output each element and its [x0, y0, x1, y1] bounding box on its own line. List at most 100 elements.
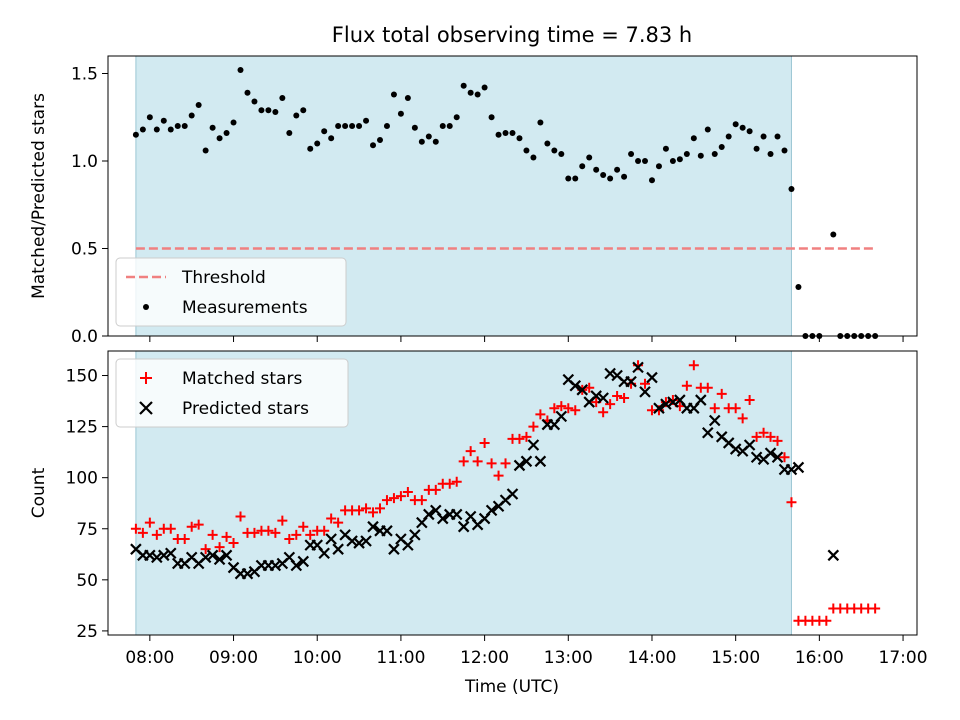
y-tick-label: 100 [66, 469, 98, 489]
data-point [772, 435, 783, 446]
legend-box [115, 358, 349, 428]
data-point [708, 414, 721, 427]
legend-box [115, 257, 347, 327]
data-point [297, 555, 310, 568]
data-point [335, 123, 342, 129]
data-point [758, 427, 769, 438]
data-point [781, 147, 788, 154]
data-point [193, 519, 204, 530]
data-point [523, 147, 530, 154]
data-point [607, 175, 614, 182]
data-point [244, 89, 251, 96]
data-point [220, 549, 233, 562]
data-point [326, 513, 337, 524]
data-point [621, 173, 628, 180]
data-point [521, 431, 532, 442]
data-point [767, 151, 774, 157]
data-point [628, 151, 635, 157]
data-point [395, 491, 406, 502]
data-point [669, 158, 676, 164]
data-point [764, 447, 777, 459]
data-point [158, 549, 170, 562]
data-point [346, 535, 358, 547]
data-point [342, 123, 349, 129]
data-point [743, 439, 756, 451]
data-point [474, 91, 481, 98]
data-point [653, 402, 665, 414]
legend-swatch [139, 401, 153, 415]
data-point [788, 186, 795, 192]
legend-label: Threshold [181, 268, 266, 288]
y-tick-label: 125 [66, 418, 98, 438]
data-point [354, 505, 365, 516]
data-point [502, 130, 509, 136]
data-point [579, 163, 586, 170]
data-point [544, 140, 551, 147]
data-point [662, 145, 669, 152]
data-point [639, 386, 651, 398]
legend-label: Matched stars [182, 369, 302, 389]
data-point [481, 84, 488, 91]
series-predicted-stars [130, 361, 840, 580]
data-point [284, 533, 295, 544]
data-point [619, 392, 630, 403]
data-point [729, 443, 742, 455]
data-point [318, 547, 330, 560]
data-point [202, 147, 209, 154]
data-point [709, 403, 720, 414]
x-tick-label: 14:00 [627, 648, 676, 668]
legend-swatch [140, 372, 152, 384]
data-point [648, 177, 655, 184]
x-tick-label: 12:00 [460, 648, 509, 668]
data-point [600, 172, 607, 178]
data-point [786, 497, 797, 508]
data-point [277, 515, 288, 526]
data-point [467, 89, 474, 96]
data-point [732, 121, 739, 128]
data-point [765, 431, 776, 442]
data-point [370, 142, 377, 149]
x-tick-label: 09:00 [209, 648, 258, 668]
data-point [472, 456, 483, 467]
data-point [446, 123, 453, 129]
data-point [590, 390, 602, 402]
legend-swatch [143, 304, 149, 310]
y-tick-label: 25 [76, 622, 98, 642]
data-point [214, 542, 225, 553]
data-point [551, 147, 558, 154]
data-point [697, 152, 704, 159]
data-point [151, 529, 162, 540]
data-point [132, 131, 139, 138]
data-point [625, 375, 637, 388]
data-point [516, 135, 523, 142]
data-point [737, 413, 748, 424]
data-point [774, 133, 781, 140]
data-point [221, 531, 232, 542]
data-point [604, 367, 616, 380]
data-point [458, 456, 469, 467]
data-point [165, 523, 176, 534]
data-point [827, 549, 840, 562]
data-point [206, 549, 219, 562]
data-point [795, 284, 802, 290]
data-point [605, 399, 616, 410]
data-point [614, 166, 621, 173]
legend-label: Measurements [182, 298, 308, 318]
data-point [314, 140, 321, 147]
top-legend: Threshold Measurements [115, 257, 347, 327]
data-point [270, 527, 281, 538]
top-panel: 0.0 0.5 1.0 1.5 Matched/Predicted stars Thres… [29, 55, 918, 347]
data-point [209, 124, 216, 131]
data-point [495, 131, 502, 138]
data-point [332, 543, 344, 555]
data-point [349, 123, 356, 129]
data-point [570, 405, 581, 416]
data-point [537, 119, 544, 126]
x-tick-label: 17:00 [879, 648, 928, 668]
data-point [485, 504, 498, 517]
data-point [430, 484, 441, 495]
data-point [241, 567, 254, 580]
data-point [565, 175, 572, 182]
data-point [353, 537, 365, 549]
